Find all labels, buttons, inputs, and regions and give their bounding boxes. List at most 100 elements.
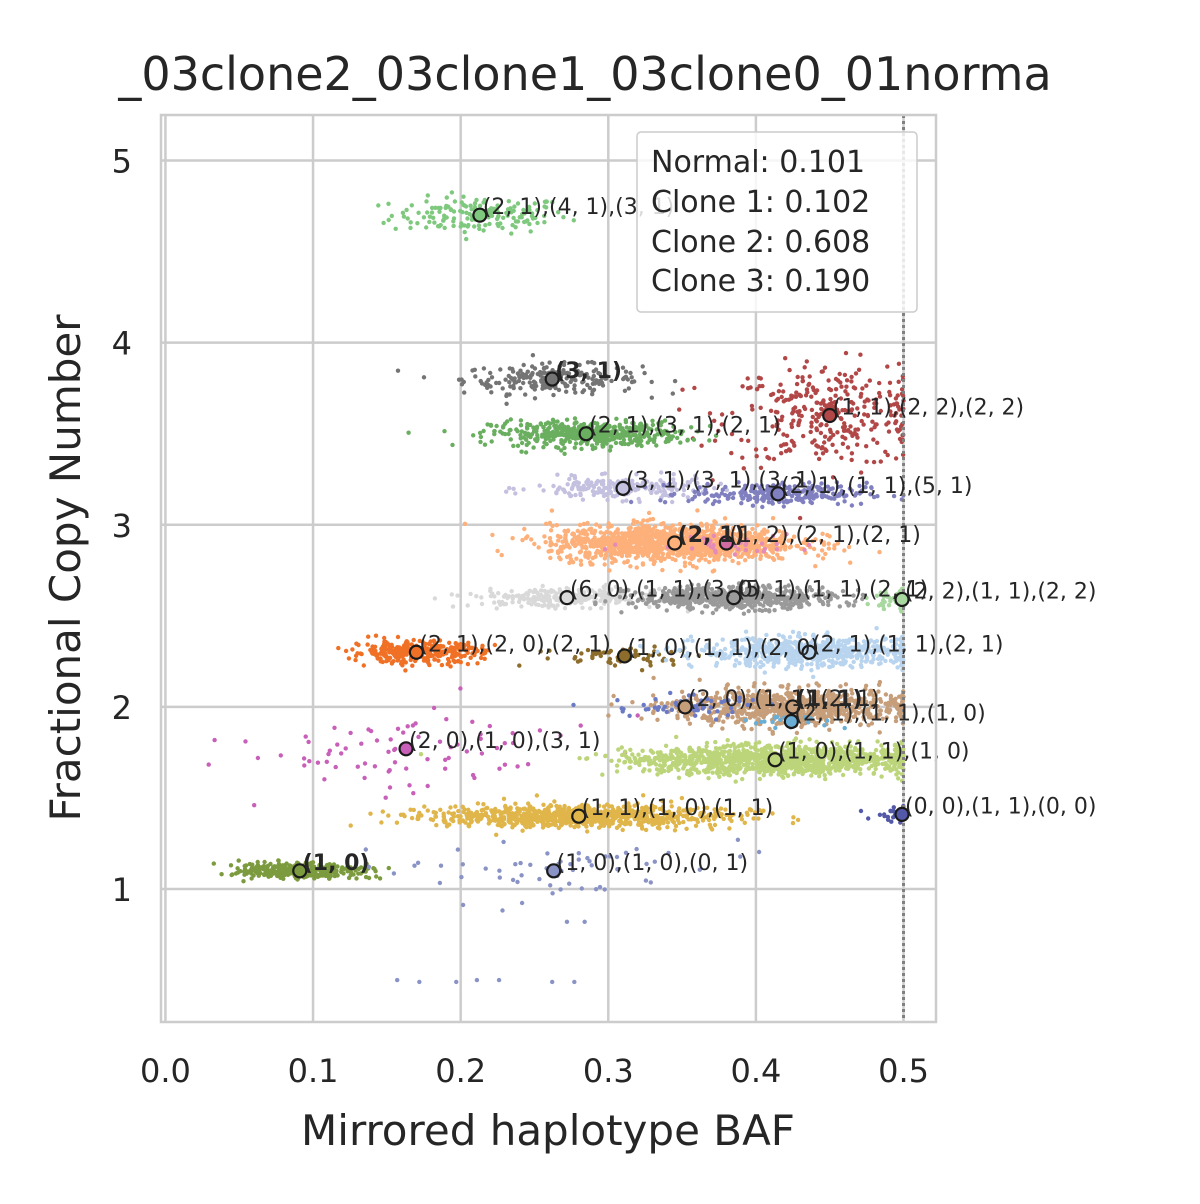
data-point [823,447,827,451]
data-point [673,379,677,383]
data-point [789,396,793,400]
data-point [406,431,410,435]
data-point [585,532,589,536]
data-point [566,436,570,440]
data-point [520,441,524,445]
data-point [489,594,493,598]
data-point [508,366,512,370]
data-point [806,383,810,387]
data-point [842,429,846,433]
data-point [572,482,576,486]
data-point [897,380,901,384]
data-point [834,661,838,665]
data-point [471,433,475,437]
data-point [820,370,824,374]
data-point [658,498,662,502]
data-point [444,204,448,208]
data-point [716,494,720,498]
data-point [796,375,800,379]
data-point [511,377,515,381]
data-point [525,443,529,447]
data-point [468,592,472,596]
data-point [524,450,528,454]
data-point [809,662,813,666]
data-point [647,511,651,515]
data-point [510,589,514,593]
data-point [494,424,498,428]
data-point [836,378,840,382]
data-point [604,493,608,497]
data-point [487,222,491,226]
data-point [544,442,548,446]
data-point [479,435,483,439]
data-point [842,499,846,503]
data-point [599,439,603,443]
data-point [604,441,608,445]
data-point [550,603,554,607]
data-point [394,648,398,652]
data-point [396,635,400,639]
data-point [685,551,689,555]
data-point [521,381,525,385]
data-point [522,527,526,531]
data-point [810,408,814,412]
data-point [747,609,751,613]
data-point [814,412,818,416]
data-point [827,387,831,391]
data-point [473,368,477,372]
data-point [759,554,763,558]
data-point [740,603,744,607]
data-point [450,190,454,194]
data-point [628,371,632,375]
data-point [750,404,754,408]
data-point [779,444,783,448]
data-point [519,423,523,427]
data-point [838,372,842,376]
data-point [511,487,515,491]
data-point [519,604,523,608]
data-point [626,442,630,446]
data-point [834,387,838,391]
data-point [755,387,759,391]
data-point [669,529,673,533]
data-point [525,426,529,430]
data-point [542,534,546,538]
data-point [850,458,854,462]
data-point [605,530,609,534]
data-point [507,392,511,396]
data-point [663,500,667,504]
data-point [784,442,788,446]
data-point [801,379,805,383]
data-point [558,557,562,561]
data-point [540,434,544,438]
data-point [412,638,416,642]
data-point [771,501,775,505]
data-point [683,561,687,565]
data-point [849,375,853,379]
data-point [759,406,763,410]
data-point [896,429,900,433]
data-point [599,606,603,610]
data-point [504,490,508,494]
data-point [816,553,820,557]
data-point [573,493,577,497]
data-point [442,217,446,221]
data-point [757,608,761,612]
data-point [510,536,514,540]
data-point [589,527,593,531]
data-point [578,493,582,497]
data-point [415,221,419,225]
data-point [780,605,784,609]
data-point [821,451,825,455]
data-point [739,501,743,505]
data-point [563,439,567,443]
data-point [864,444,868,448]
data-point [714,664,718,668]
data-point [603,562,607,566]
data-point [531,445,535,449]
data-point [604,553,608,557]
data-point [791,419,795,423]
data-point [762,549,766,553]
data-point [519,450,523,454]
data-point [874,422,878,426]
